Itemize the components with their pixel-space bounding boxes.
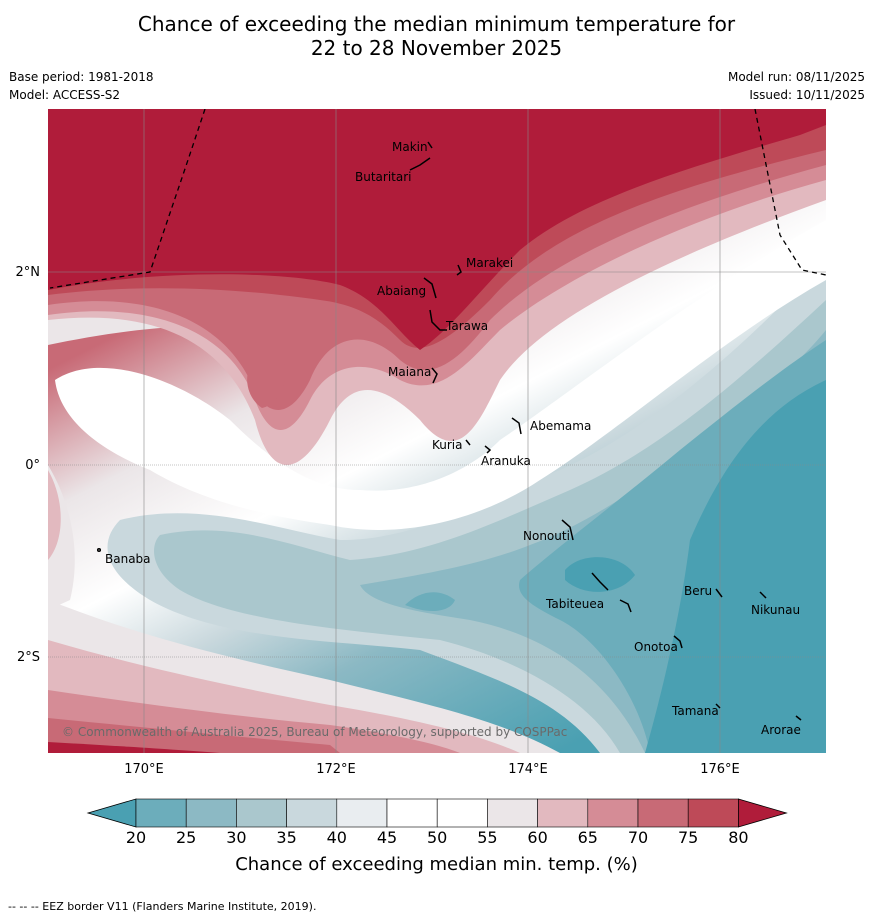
- contour-left-65: [48, 470, 61, 560]
- colorbar-bin: [687, 798, 739, 828]
- eez-footnote: -- -- -- EEZ border V11 (Flanders Marine…: [8, 900, 317, 913]
- model-run: Model run: 08/11/2025: [727, 70, 865, 84]
- map-panel: Makin Butaritari Marakei Abaiang Tarawa …: [48, 109, 826, 753]
- label-arorae: Arorae: [761, 723, 801, 737]
- colorbar-bin: [436, 798, 488, 828]
- colorbar-bin: [185, 798, 237, 828]
- lon-tick: 176°E: [700, 762, 740, 777]
- colorbar-tick-label: 55: [477, 828, 498, 847]
- label-aranuka: Aranuka: [481, 454, 531, 468]
- label-butaritari: Butaritari: [355, 170, 412, 184]
- contour-white-50: [55, 220, 826, 530]
- colorbar-tick-label: 65: [577, 828, 598, 847]
- colorbar-tick-label: 20: [125, 828, 147, 847]
- lon-tick: 174°E: [508, 762, 548, 777]
- colorbar-extend-low: [86, 798, 137, 828]
- label-tamana: Tamana: [671, 704, 719, 718]
- contour-bottom-80: [48, 742, 220, 753]
- issued-date: Issued: 10/11/2025: [749, 88, 865, 102]
- label-banaba: Banaba: [105, 552, 151, 566]
- colorbar-bin: [637, 798, 689, 828]
- colorbar-tick-label: 70: [627, 828, 649, 847]
- map-title: Chance of exceeding the median minimum t…: [0, 12, 873, 60]
- label-beru: Beru: [684, 584, 712, 598]
- label-abemama: Abemama: [530, 419, 591, 433]
- contour-bottom-75: [48, 718, 340, 753]
- label-marakei: Marakei: [466, 256, 513, 270]
- lat-tick: 2°S: [17, 650, 40, 665]
- title-line-1: Chance of exceeding the median minimum t…: [137, 12, 736, 36]
- colorbar-bin: [336, 798, 388, 828]
- colorbar-bin: [537, 798, 589, 828]
- contour-pocket-75: [247, 356, 286, 408]
- colorbar-bin: [587, 798, 639, 828]
- title-line-2: 22 to 28 November 2025: [310, 36, 563, 60]
- contour-north-80: [48, 109, 826, 350]
- colorbar-bin: [386, 798, 438, 828]
- lat-tick: 2°N: [16, 265, 41, 280]
- label-nikunau: Nikunau: [751, 603, 800, 617]
- base-period: Base period: 1981-2018: [9, 70, 154, 84]
- colorbar-bin: [286, 798, 338, 828]
- colorbar-extend-high: [738, 798, 788, 828]
- island-labels: Makin Butaritari Marakei Abaiang Tarawa …: [105, 140, 801, 737]
- label-kuria: Kuria: [432, 438, 463, 452]
- meta-left: Base period: 1981-2018 Model: ACCESS-S2: [9, 68, 154, 104]
- meta-right: Model run: 08/11/2025 Issued: 10/11/2025: [728, 68, 865, 104]
- colorbar-tick-label: 80: [728, 828, 749, 847]
- colorbar-bin: [487, 798, 538, 828]
- lat-tick: 0°: [25, 458, 40, 473]
- island-shapes: [96, 141, 802, 721]
- colorbar-tick-label: 30: [226, 828, 247, 847]
- colorbar-tick-label: 75: [678, 828, 699, 847]
- graticule: [48, 109, 826, 753]
- label-nonouti: Nonouti: [523, 529, 570, 543]
- label-maiana: Maiana: [388, 365, 431, 379]
- eez-border: [49, 109, 826, 289]
- colorbar-tick-label: 50: [427, 828, 448, 847]
- colorbar-tick-label: 35: [276, 828, 297, 847]
- label-onotoa: Onotoa: [634, 640, 678, 654]
- contour-cool-25b: [405, 592, 455, 612]
- lon-tick: 170°E: [124, 762, 164, 777]
- colorbar: [86, 798, 788, 828]
- label-tarawa: Tarawa: [445, 319, 488, 333]
- model-name: Model: ACCESS-S2: [9, 88, 121, 102]
- axis-labels: 170°E 172°E 174°E 176°E 2°N 0° 2°S: [16, 265, 740, 777]
- label-abaiang: Abaiang: [377, 284, 426, 298]
- label-makin: Makin: [392, 140, 428, 154]
- colorbar-bin: [135, 798, 187, 828]
- colorbar-tick-label: 40: [326, 828, 347, 847]
- copyright-notice: © Commonwealth of Australia 2025, Bureau…: [62, 725, 567, 739]
- colorbar-title: Chance of exceeding median min. temp. (%…: [235, 854, 638, 875]
- colorbar-tick-label: 45: [376, 828, 398, 847]
- colorbar-bin: [236, 798, 287, 828]
- label-tabiteuea: Tabiteuea: [545, 597, 604, 611]
- contour-cool-20: [645, 380, 826, 753]
- lon-tick: 172°E: [316, 762, 356, 777]
- colorbar-tick-label: 25: [176, 828, 197, 847]
- contour-cool-20b: [565, 557, 635, 592]
- colorbar-tick-label: 60: [527, 828, 548, 847]
